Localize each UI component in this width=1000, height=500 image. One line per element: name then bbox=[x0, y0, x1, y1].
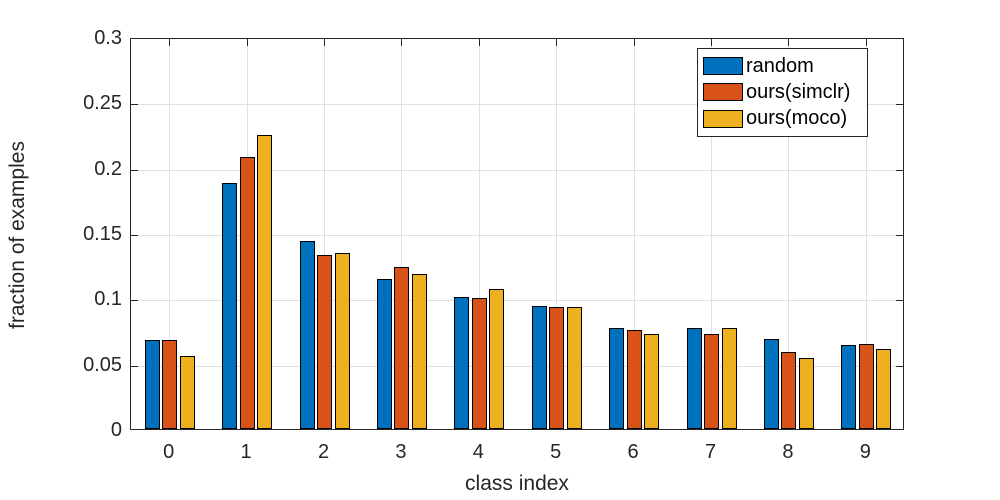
y-gridline bbox=[131, 104, 903, 106]
bar-ours(moco)-class2 bbox=[334, 252, 350, 429]
y-tick-label: 0.15 bbox=[83, 223, 122, 245]
x-gridline bbox=[556, 39, 558, 429]
bar-ours(moco)-class0 bbox=[179, 355, 195, 429]
x-axis-label: class index bbox=[465, 472, 569, 495]
bar-ours(simclr)-class4 bbox=[471, 298, 487, 429]
x-tick-label: 2 bbox=[317, 441, 330, 463]
bar-ours(simclr)-class7 bbox=[704, 333, 719, 429]
legend-label-random: random bbox=[746, 54, 814, 77]
y-tick-mark-right bbox=[896, 300, 903, 302]
y-tick-mark-left bbox=[131, 169, 138, 171]
y-gridline bbox=[131, 235, 903, 236]
x-tick-mark-top bbox=[169, 39, 171, 46]
x-tick-label: 0 bbox=[163, 441, 175, 463]
x-tick-mark-top bbox=[633, 39, 635, 46]
x-tick-label: 7 bbox=[704, 441, 717, 463]
y-gridline bbox=[131, 365, 903, 367]
y-tick-mark-left bbox=[131, 365, 138, 367]
x-tick-label: 3 bbox=[395, 441, 407, 463]
x-tick-mark-top bbox=[478, 39, 480, 46]
y-axis-label: fraction of examples bbox=[6, 141, 29, 329]
bar-ours(simclr)-class9 bbox=[858, 344, 874, 429]
bar-random-class3 bbox=[376, 278, 392, 429]
bar-ours(simclr)-class1 bbox=[239, 157, 255, 429]
bar-ours(moco)-class6 bbox=[644, 333, 660, 429]
bar-ours(simclr)-class3 bbox=[394, 266, 410, 429]
y-tick-mark-right bbox=[896, 235, 903, 236]
bar-ours(simclr)-class2 bbox=[317, 255, 332, 429]
bar-ours(moco)-class7 bbox=[721, 328, 737, 429]
x-gridline bbox=[169, 39, 171, 429]
x-tick-label: 6 bbox=[627, 441, 639, 463]
bar-random-class1 bbox=[222, 183, 238, 429]
bar-random-class2 bbox=[299, 240, 315, 429]
legend-entry-ours(moco): ours(moco) bbox=[703, 107, 867, 130]
legend-entry-random: random bbox=[703, 55, 867, 78]
x-tick-label: 8 bbox=[782, 441, 794, 463]
x-gridline bbox=[633, 39, 635, 429]
x-gridline bbox=[401, 39, 403, 429]
x-tick-mark-top bbox=[865, 39, 867, 46]
x-gridline bbox=[788, 39, 790, 429]
bar-ours(moco)-class5 bbox=[566, 307, 582, 429]
x-tick-label: 4 bbox=[472, 441, 484, 463]
bar-ours(simclr)-class0 bbox=[162, 340, 178, 429]
x-tick-mark-top bbox=[246, 39, 248, 46]
bar-random-class5 bbox=[531, 306, 547, 429]
legend-swatch-ours(moco) bbox=[703, 109, 743, 128]
bar-random-class6 bbox=[609, 328, 625, 429]
bar-ours(simclr)-class8 bbox=[781, 351, 797, 429]
y-tick-mark-right bbox=[896, 365, 903, 367]
bar-ours(moco)-class1 bbox=[257, 135, 273, 429]
bar-random-class9 bbox=[841, 345, 857, 429]
bar-ours(moco)-class3 bbox=[411, 273, 427, 429]
legend-entry-ours(simclr): ours(simclr) bbox=[703, 81, 867, 104]
bar-random-class7 bbox=[686, 328, 702, 429]
bar-ours(simclr)-class5 bbox=[549, 307, 565, 429]
x-tick-mark-top bbox=[324, 39, 325, 46]
bar-ours(moco)-class9 bbox=[876, 349, 892, 429]
x-tick-mark-top bbox=[556, 39, 558, 46]
y-tick-label: 0 bbox=[110, 419, 122, 441]
legend: random ours(simclr) ours(moco) bbox=[697, 48, 868, 137]
y-tick-mark-left bbox=[131, 300, 138, 302]
bar-random-class4 bbox=[454, 297, 470, 429]
y-tick-label: 0.1 bbox=[94, 288, 122, 311]
legend-swatch-ours(simclr) bbox=[703, 83, 743, 102]
y-tick-label: 0.05 bbox=[83, 353, 122, 376]
y-tick-mark-right bbox=[896, 104, 903, 106]
x-tick-mark-top bbox=[788, 39, 790, 46]
y-gridline bbox=[131, 300, 903, 302]
y-tick-label: 0.3 bbox=[94, 27, 122, 49]
x-tick-mark-top bbox=[401, 39, 403, 46]
x-gridline bbox=[324, 39, 325, 429]
bar-random-class8 bbox=[763, 338, 779, 429]
y-tick-label: 0.25 bbox=[83, 92, 122, 115]
x-tick-label: 1 bbox=[240, 441, 252, 463]
bar-random-class0 bbox=[144, 340, 160, 429]
x-gridline bbox=[865, 39, 867, 429]
legend-label-ours(simclr): ours(simclr) bbox=[746, 80, 851, 103]
y-gridline bbox=[131, 169, 903, 171]
y-tick-label: 0.2 bbox=[94, 157, 122, 180]
x-tick-label: 9 bbox=[859, 441, 871, 463]
bar-ours(moco)-class4 bbox=[489, 289, 505, 429]
y-tick-mark-left bbox=[131, 104, 138, 106]
bar-ours(moco)-class8 bbox=[798, 358, 814, 429]
legend-swatch-random bbox=[703, 57, 743, 76]
x-tick-mark-top bbox=[711, 39, 712, 46]
x-gridline bbox=[478, 39, 480, 429]
bar-ours(simclr)-class6 bbox=[626, 329, 642, 429]
legend-label-ours(moco): ours(moco) bbox=[746, 107, 848, 130]
x-gridline bbox=[711, 39, 712, 429]
y-tick-mark-left bbox=[131, 235, 138, 236]
x-tick-label: 5 bbox=[550, 441, 562, 463]
y-tick-mark-right bbox=[896, 169, 903, 171]
